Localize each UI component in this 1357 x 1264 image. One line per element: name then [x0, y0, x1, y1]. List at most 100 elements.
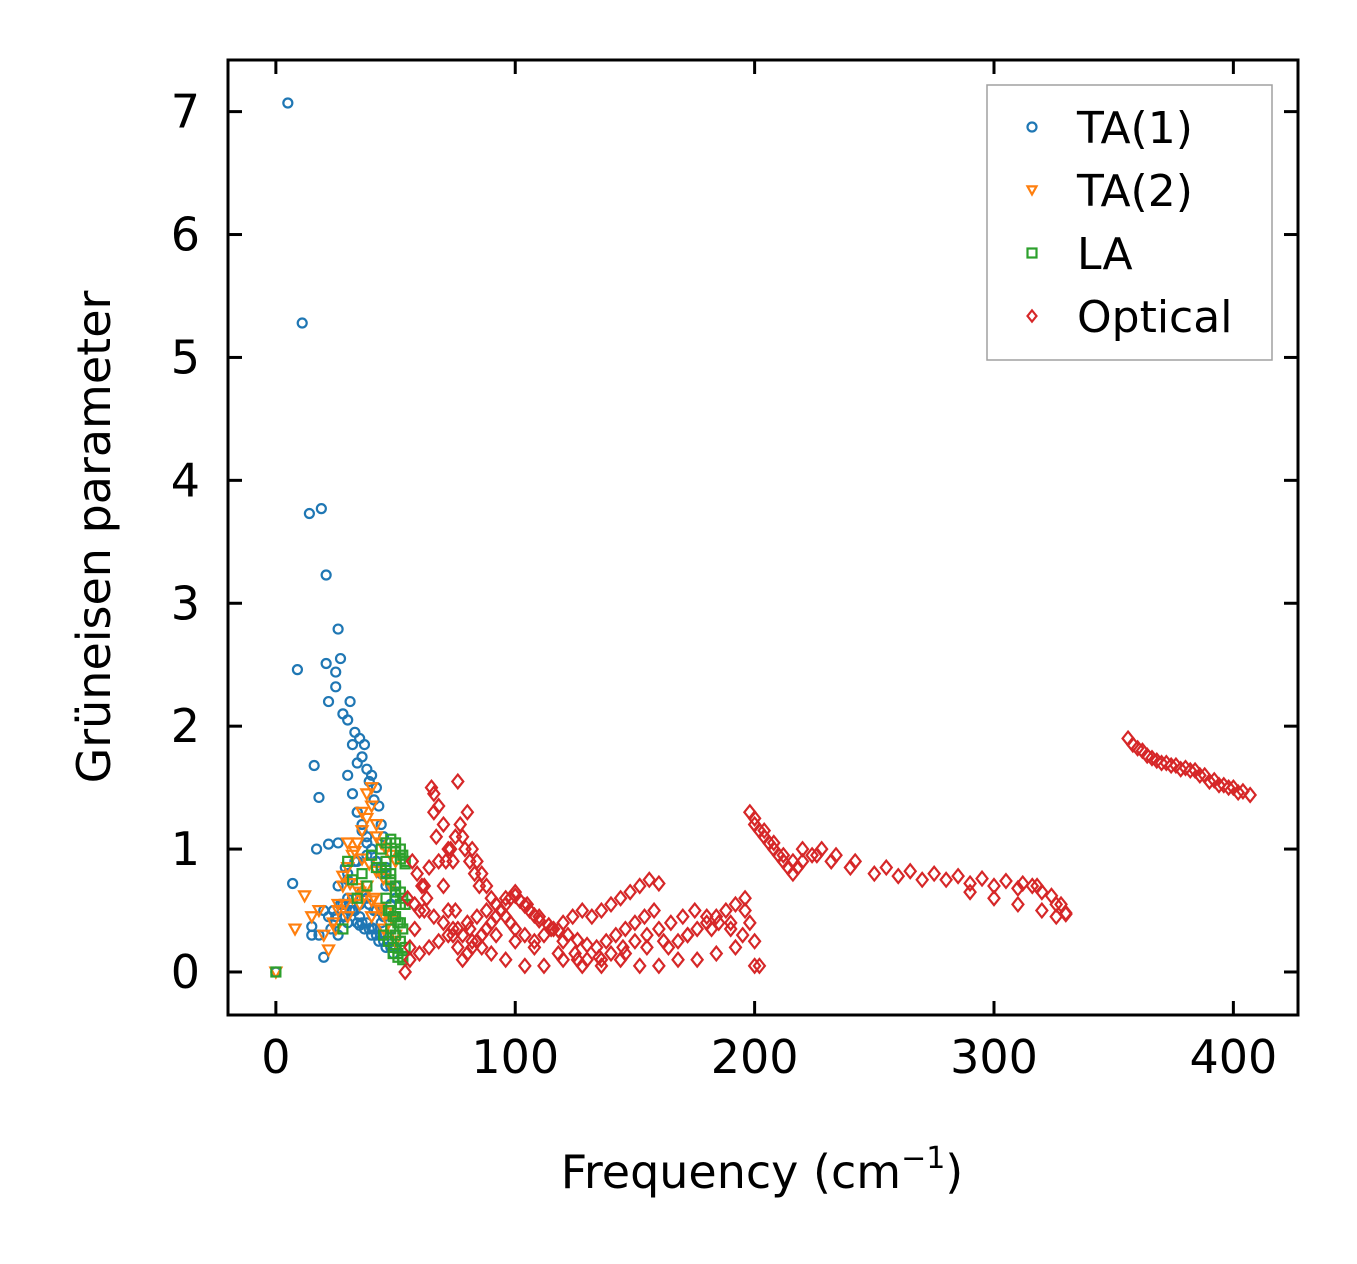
- data-point: [340, 862, 356, 876]
- data-point: [975, 869, 989, 888]
- data-point: [426, 803, 441, 821]
- y-tick-label: 7: [171, 85, 200, 139]
- data-point: [690, 951, 705, 969]
- data-point: [1202, 772, 1217, 791]
- data-point: [891, 867, 906, 885]
- data-point: [474, 865, 489, 883]
- data-point: [352, 898, 368, 913]
- data-point: [337, 898, 353, 913]
- data-point: [1236, 782, 1250, 800]
- data-point: [584, 908, 599, 926]
- data-point: [366, 849, 378, 861]
- y-tick-label: 2: [171, 699, 200, 753]
- data-point: [742, 914, 757, 932]
- data-point: [356, 751, 368, 763]
- data-point: [608, 926, 623, 944]
- data-point: [436, 914, 451, 932]
- data-point: [460, 803, 475, 821]
- data-point: [354, 919, 366, 931]
- data-point: [1034, 901, 1049, 920]
- data-point: [651, 957, 666, 975]
- y-tick-label: 3: [171, 576, 200, 630]
- data-point: [498, 889, 513, 907]
- data-point: [489, 895, 504, 914]
- legend-entries: TA(1) TA(2) LA Optical: [1025, 103, 1232, 343]
- data-point: [342, 714, 354, 726]
- data-point: [718, 901, 733, 920]
- data-point: [380, 855, 392, 867]
- plot-area-frame: [226, 58, 1300, 1017]
- data-point: [651, 874, 666, 893]
- data-point: [599, 932, 614, 950]
- data-point: [632, 877, 647, 895]
- data-point: [422, 938, 436, 957]
- data-point: [637, 908, 652, 926]
- data-point: [297, 890, 312, 904]
- data-point: [400, 889, 415, 907]
- legend-marker: [1026, 308, 1038, 324]
- data-point: [642, 871, 657, 889]
- data-point: [446, 852, 460, 871]
- data-point: [766, 834, 781, 852]
- data-point: [330, 905, 346, 919]
- data-point: [436, 815, 451, 834]
- data-point: [639, 938, 654, 957]
- data-point: [776, 846, 791, 864]
- data-point: [498, 951, 513, 969]
- data-point: [470, 852, 484, 871]
- data-point: [453, 815, 468, 834]
- data-point: [344, 695, 356, 708]
- legend-entry: Optical: [1026, 292, 1232, 343]
- data-point: [441, 901, 456, 920]
- data-point: [450, 772, 465, 791]
- legend-label: LA: [1077, 229, 1133, 280]
- x-tick-label: 100: [471, 1030, 559, 1084]
- data-point: [472, 877, 487, 895]
- data-point: [419, 889, 434, 907]
- legend-label: Optical: [1077, 292, 1232, 343]
- data-point: [1221, 778, 1236, 797]
- data-point: [814, 840, 829, 858]
- data-point: [363, 775, 375, 788]
- data-point: [322, 838, 335, 850]
- data-point: [546, 920, 561, 938]
- data-point: [711, 914, 726, 932]
- data-point: [527, 938, 542, 957]
- data-point: [394, 898, 406, 910]
- data-point: [398, 963, 413, 981]
- data-point: [407, 895, 422, 914]
- data-point: [537, 957, 551, 975]
- data-point: [1044, 887, 1059, 905]
- x-axis-label-close: ): [945, 1145, 963, 1199]
- data-point: [399, 941, 411, 954]
- data-point: [308, 759, 320, 772]
- x-tick-label: 300: [950, 1030, 1038, 1084]
- data-point: [829, 846, 843, 864]
- data-point: [1011, 879, 1025, 898]
- data-point: [364, 782, 379, 796]
- data-point: [1192, 766, 1207, 784]
- data-point: [291, 664, 304, 676]
- data-point: [551, 944, 566, 963]
- data-point: [366, 929, 378, 941]
- data-point: [1154, 754, 1169, 772]
- data-point: [306, 929, 318, 941]
- data-point: [656, 932, 671, 950]
- data-point: [354, 806, 370, 820]
- data-point: [318, 951, 330, 963]
- data-point: [604, 944, 618, 963]
- data-point: [1125, 735, 1140, 754]
- data-point: [556, 932, 571, 950]
- data-point: [359, 788, 375, 802]
- data-point: [699, 908, 714, 926]
- data-point: [484, 944, 499, 963]
- data-point: [479, 901, 494, 920]
- data-point: [738, 901, 752, 920]
- data-point: [647, 901, 661, 920]
- data-point: [704, 920, 719, 938]
- data-point: [405, 852, 420, 871]
- data-point: [963, 874, 977, 893]
- data-point: [334, 652, 347, 665]
- data-point: [366, 892, 382, 907]
